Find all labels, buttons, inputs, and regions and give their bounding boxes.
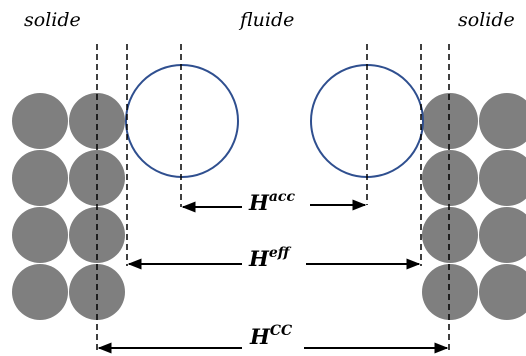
label-fluide: fluide (238, 9, 294, 31)
solid-particle (479, 150, 526, 206)
h-acc-superscript: acc (269, 189, 296, 205)
solid-particle (479, 264, 526, 320)
h-acc-label: Hacc (248, 189, 295, 215)
h-cc-symbol: H (249, 324, 271, 349)
solid-particle (12, 93, 68, 149)
fluid-particle-right (310, 64, 424, 178)
solid-particle (479, 93, 526, 149)
label-solide-right: solide (458, 9, 515, 31)
solid-particle (69, 93, 125, 149)
solid-particle (12, 150, 68, 206)
solid-particle (12, 207, 68, 263)
h-eff-superscript: eff (269, 245, 292, 261)
solid-particle (479, 207, 526, 263)
solid-particle (422, 150, 478, 206)
h-acc-dimension (181, 199, 367, 213)
right-solid-wall (422, 93, 526, 320)
label-solide-left: solide (24, 9, 81, 31)
reference-lines (96, 44, 450, 352)
h-acc-symbol: H (248, 190, 270, 215)
solid-particle (422, 93, 478, 149)
left-solid-wall (12, 93, 125, 320)
solid-particle (69, 264, 125, 320)
solid-particle (12, 264, 68, 320)
h-eff-label: Heff (248, 245, 292, 271)
fluid-particle-left (125, 64, 239, 178)
solid-particle (422, 207, 478, 263)
h-eff-symbol: H (248, 246, 270, 271)
h-cc-label: HCC (249, 323, 292, 349)
solid-particle (422, 264, 478, 320)
h-cc-superscript: CC (270, 323, 292, 339)
